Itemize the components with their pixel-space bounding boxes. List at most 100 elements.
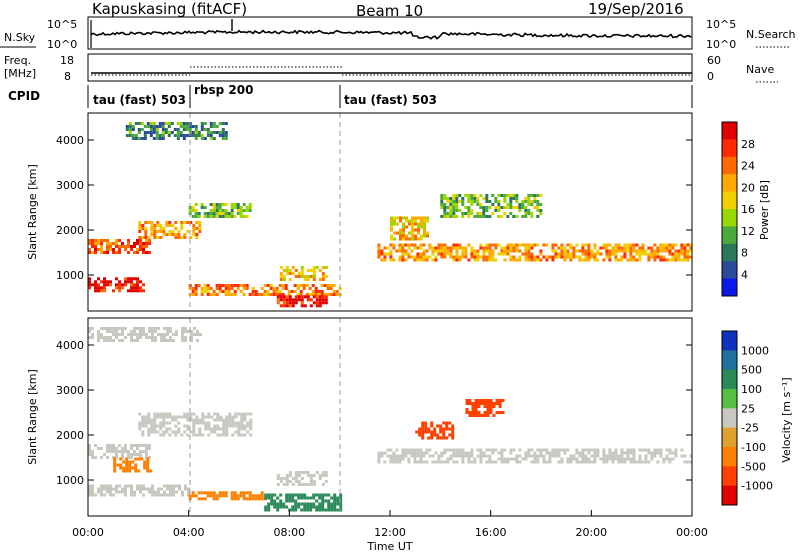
power-echo-cell [142, 289, 145, 293]
power-echo-cell [326, 287, 330, 290]
power-echo-cell [136, 239, 139, 242]
velocity-echo-cell [629, 451, 633, 455]
velocity-echo-cell [264, 508, 268, 512]
velocity-echo-cell [471, 408, 475, 411]
power-echo-cell [455, 246, 459, 250]
power-echo-cell [133, 277, 136, 281]
velocity-echo-cell [294, 480, 298, 483]
power-echo-cell [440, 252, 444, 256]
power-echo-cell [554, 252, 558, 256]
power-echo-cell [165, 233, 169, 236]
power-echo-cell [251, 293, 255, 296]
velocity-echo-cell [186, 415, 190, 419]
power-echo-cell [524, 200, 528, 203]
velocity-echo-cell [318, 493, 322, 497]
power-echo-cell [551, 246, 555, 250]
power-echo-cell [686, 249, 690, 253]
velocity-echo-cell [166, 487, 169, 491]
velocity-echo-cell [91, 327, 94, 330]
power-echo-cell [218, 209, 222, 212]
power-echo-cell [206, 131, 210, 134]
velocity-echo-cell [125, 457, 129, 461]
power-echo-cell [297, 275, 301, 278]
velocity-echo-cell [249, 424, 253, 428]
velocity-echo-cell [288, 496, 292, 500]
power-echo-cell [321, 266, 325, 269]
velocity-echo-cell [288, 493, 292, 497]
velocity-echo-cell [503, 460, 507, 464]
velocity-echo-cell [437, 454, 441, 458]
power-echo-cell [503, 246, 507, 250]
velocity-echo-cell [486, 402, 490, 405]
power-echo-cell [224, 293, 228, 296]
power-echo-cell [626, 246, 630, 250]
velocity-echo-cell [500, 448, 504, 452]
velocity-echo-cell [169, 490, 172, 494]
velocity-echo-cell [501, 399, 505, 402]
power-echo-cell [146, 122, 150, 125]
power-echo-cell [590, 249, 594, 253]
velocity-echo-cell [174, 433, 178, 437]
power-echo-cell [106, 245, 109, 248]
power-echo-cell [650, 255, 654, 259]
power-echo-cell [296, 293, 300, 296]
power-echo-cell [479, 243, 483, 247]
power-echo-cell [563, 249, 567, 253]
velocity-echo-cell [413, 457, 417, 461]
power-echo-cell [315, 295, 319, 299]
power-echo-cell [509, 249, 513, 253]
power-echo-cell [141, 227, 145, 230]
velocity-echo-cell [204, 421, 208, 425]
colorbar-tick-label: 4 [741, 268, 748, 281]
power-echo-cell [593, 243, 597, 247]
velocity-echo-cell [218, 494, 222, 498]
power-echo-cell [518, 206, 522, 209]
velocity-echo-cell [136, 447, 139, 450]
velocity-echo-cell [165, 412, 169, 416]
power-echo-cell [674, 252, 678, 256]
power-echo-cell [156, 221, 160, 224]
velocity-echo-cell [141, 433, 145, 437]
power-echo-cell [312, 295, 316, 299]
power-echo-cell [278, 284, 282, 287]
power-echo-cell [91, 245, 94, 248]
power-echo-cell [464, 255, 468, 259]
velocity-echo-cell [416, 451, 420, 455]
power-echo-cell [656, 255, 660, 259]
power-echo-cell [452, 203, 456, 206]
velocity-echo-cell [201, 415, 205, 419]
velocity-echo-cell [118, 444, 121, 447]
power-echo-cell [402, 228, 405, 232]
power-echo-cell [288, 278, 292, 281]
velocity-echo-cell [121, 487, 124, 491]
velocity-echo-cell [392, 454, 396, 458]
power-echo-cell [393, 219, 396, 223]
power-echo-cell [518, 203, 522, 206]
velocity-echo-cell [240, 427, 244, 431]
velocity-echo-cell [103, 493, 106, 497]
power-echo-cell [392, 246, 396, 250]
power-echo-cell [136, 280, 139, 284]
power-echo-cell [94, 251, 97, 254]
power-echo-cell [527, 246, 531, 250]
velocity-echo-cell [97, 447, 100, 450]
power-echo-cell [405, 219, 408, 223]
power-echo-cell [118, 251, 121, 254]
velocity-echo-cell [142, 493, 145, 497]
power-echo-cell [563, 255, 567, 259]
velocity-echo-cell [162, 421, 166, 425]
power-echo-cell [209, 293, 213, 296]
power-echo-cell [503, 212, 507, 215]
power-echo-cell [155, 134, 159, 137]
velocity-echo-cell [242, 497, 246, 501]
power-echo-cell [245, 206, 249, 209]
velocity-echo-cell [115, 453, 118, 456]
power-echo-cell [242, 203, 246, 206]
velocity-echo-cell [479, 460, 483, 464]
power-echo-cell [138, 221, 142, 224]
power-echo-cell [653, 255, 657, 259]
power-echo-cell [142, 251, 145, 254]
velocity-echo-cell [200, 491, 204, 495]
velocity-echo-cell [430, 421, 434, 425]
